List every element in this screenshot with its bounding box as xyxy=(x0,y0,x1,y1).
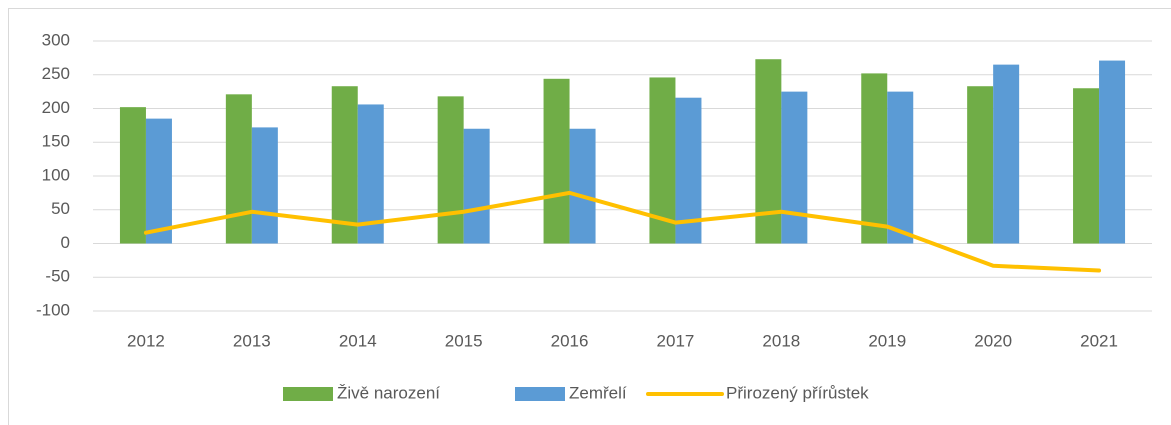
bar xyxy=(437,96,464,244)
y-tick-label: 250 xyxy=(42,64,70,83)
y-tick-label: -100 xyxy=(36,300,70,319)
bar xyxy=(251,127,278,244)
bar xyxy=(569,128,596,244)
bar xyxy=(993,64,1020,244)
bar xyxy=(543,78,570,244)
bar xyxy=(1099,60,1126,244)
chart-frame xyxy=(8,8,1171,425)
x-tick-label: 2016 xyxy=(551,331,589,350)
x-tick-label: 2021 xyxy=(1080,331,1118,350)
legend-key xyxy=(283,387,333,401)
bar xyxy=(119,107,146,244)
bar xyxy=(331,86,358,244)
bar xyxy=(145,118,172,244)
x-tick-label: 2019 xyxy=(868,331,906,350)
x-tick-label: 2020 xyxy=(974,331,1012,350)
bar xyxy=(1073,88,1100,244)
x-tick-label: 2013 xyxy=(233,331,271,350)
y-tick-label: 300 xyxy=(42,30,70,49)
legend-label: Zemřelí xyxy=(569,383,627,402)
y-tick-label: 50 xyxy=(51,199,70,218)
y-tick-label: 200 xyxy=(42,98,70,117)
x-tick-label: 2017 xyxy=(657,331,695,350)
bar xyxy=(781,91,808,244)
bar xyxy=(887,91,914,244)
legend-key xyxy=(515,387,565,401)
bar xyxy=(463,128,490,244)
x-tick-label: 2012 xyxy=(127,331,165,350)
y-tick-label: 0 xyxy=(61,233,70,252)
x-tick-label: 2018 xyxy=(762,331,800,350)
y-tick-label: 150 xyxy=(42,132,70,151)
legend-label: Přirozený přírůstek xyxy=(726,383,869,402)
y-tick-label: -50 xyxy=(45,267,70,286)
legend-label: Živě narození xyxy=(337,383,440,402)
x-tick-label: 2014 xyxy=(339,331,377,350)
bar xyxy=(967,86,994,244)
y-tick-label: 100 xyxy=(42,165,70,184)
line-series xyxy=(143,190,1102,273)
x-tick-label: 2015 xyxy=(445,331,483,350)
bar xyxy=(861,73,888,244)
bar xyxy=(225,94,252,244)
